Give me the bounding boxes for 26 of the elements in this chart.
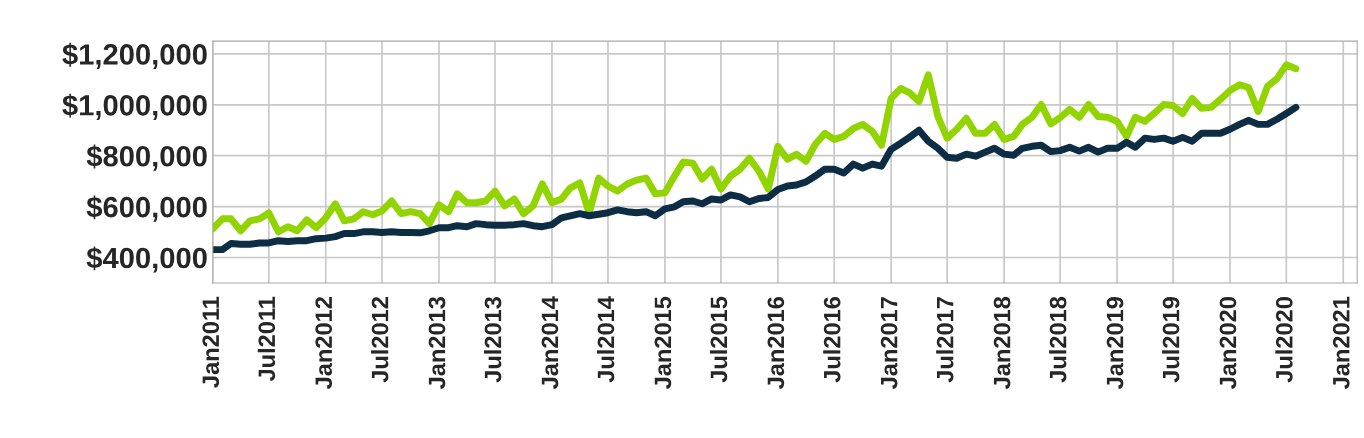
x-tick-label: Jul2018 bbox=[1049, 296, 1067, 383]
x-tick-label: Jan2013 bbox=[428, 296, 446, 389]
y-tick-label: $600,000 bbox=[86, 195, 207, 222]
x-tick-label: Jul2014 bbox=[596, 296, 615, 383]
x-tick-label: Jul2016 bbox=[823, 296, 841, 383]
y-tick-label: $400,000 bbox=[86, 246, 207, 273]
x-tick-label: Jul2012 bbox=[371, 297, 389, 383]
x-tick-label: Jan2014 bbox=[541, 296, 559, 389]
y-tick-label: $1,000,000 bbox=[62, 93, 207, 120]
x-tick-label: Jul2011 bbox=[257, 296, 276, 382]
x-tick-label: Jul2017 bbox=[936, 297, 954, 383]
x-tick-label: Jan2019 bbox=[1106, 297, 1124, 389]
x-tick-label: Jan2016 bbox=[767, 296, 785, 389]
x-tick-label: Jan2012 bbox=[315, 297, 333, 389]
x-tick-label: Jul2019 bbox=[1162, 297, 1180, 383]
x-tick-label: Jan2011 bbox=[202, 296, 220, 388]
x-tick-label: Jul2015 bbox=[709, 296, 728, 383]
x-tick-label: Jul2020 bbox=[1275, 297, 1293, 383]
y-tick-label: $800,000 bbox=[86, 144, 207, 171]
x-tick-label: Jan2020 bbox=[1219, 297, 1237, 389]
x-tick-label: Jan2017 bbox=[880, 297, 898, 389]
x-tick-label: Jul2013 bbox=[484, 296, 502, 383]
x-tick-label: Jan2015 bbox=[654, 296, 672, 389]
y-tick-label: $1,200,000 bbox=[62, 42, 207, 69]
x-tick-label: Jan2021 bbox=[1332, 296, 1350, 389]
x-tick-label: Jan2018 bbox=[993, 296, 1011, 389]
